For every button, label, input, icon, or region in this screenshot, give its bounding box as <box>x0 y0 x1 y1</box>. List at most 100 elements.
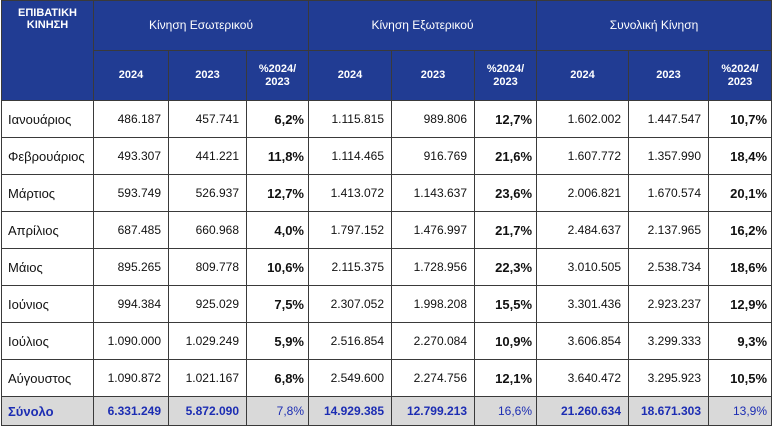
value-cell: 3.606.854 <box>536 322 630 360</box>
table-row: Αύγουστος 1.090.872 1.021.167 6,8% 2.549.600… <box>1 359 772 397</box>
value-cell: 2.006.821 <box>536 174 630 212</box>
value-cell: 925.029 <box>168 285 247 323</box>
row-label: Ιούλιος <box>1 322 94 360</box>
change-cell: 12,7% <box>473 100 538 138</box>
value-cell: 916.769 <box>391 137 475 175</box>
value-cell: 1.447.547 <box>628 100 710 138</box>
change-cell: 10,5% <box>708 359 772 397</box>
value-cell: 1.797.152 <box>308 211 392 249</box>
value-cell: 2.274.756 <box>391 359 475 397</box>
value-cell: 1.413.072 <box>308 174 392 212</box>
value-cell: 14.929.385 <box>308 396 392 426</box>
value-cell: 1.607.772 <box>536 137 630 175</box>
table-body: Ιανουάριος 486.187 457.741 6,2% 1.115.815 989… <box>1 100 772 426</box>
value-cell: 2.549.600 <box>308 359 392 397</box>
change-cell: 12,9% <box>708 285 772 323</box>
value-cell: 12.799.213 <box>391 396 475 426</box>
change-cell: 9,3% <box>708 322 772 360</box>
value-cell: 994.384 <box>93 285 169 323</box>
change-cell: 10,9% <box>473 322 538 360</box>
value-cell: 441.221 <box>168 137 247 175</box>
value-cell: 21.260.634 <box>536 396 630 426</box>
value-cell: 18.671.303 <box>628 396 710 426</box>
row-label: Απρίλιος <box>1 211 94 249</box>
value-cell: 5.872.090 <box>168 396 247 426</box>
value-cell: 3.299.333 <box>628 322 710 360</box>
value-cell: 2.923.237 <box>628 285 710 323</box>
change-cell: 12,1% <box>473 359 538 397</box>
change-cell: 13,9% <box>708 396 772 426</box>
change-cell: 21,6% <box>473 137 538 175</box>
change-cell: 7,8% <box>246 396 309 426</box>
col-header-international-2024: 2024 <box>308 50 392 101</box>
value-cell: 2.538.734 <box>628 248 710 286</box>
value-cell: 895.265 <box>93 248 169 286</box>
row-label: Φεβρουάριος <box>1 137 94 175</box>
value-cell: 1.115.815 <box>308 100 392 138</box>
row-label: Μάιος <box>1 248 94 286</box>
change-cell: 4,0% <box>246 211 309 249</box>
value-cell: 809.778 <box>168 248 247 286</box>
value-cell: 2.484.637 <box>536 211 630 249</box>
col-header-domestic-2023: 2023 <box>168 50 247 101</box>
value-cell: 1.602.002 <box>536 100 630 138</box>
value-cell: 1.476.997 <box>391 211 475 249</box>
change-cell: 10,6% <box>246 248 309 286</box>
col-header-total-change: %2024/ 2023 <box>708 50 772 101</box>
row-label: Ιανουάριος <box>1 100 94 138</box>
change-cell: 6,8% <box>246 359 309 397</box>
value-cell: 493.307 <box>93 137 169 175</box>
row-label: Σύνολο <box>1 396 94 426</box>
value-cell: 6.331.249 <box>93 396 169 426</box>
value-cell: 526.937 <box>168 174 247 212</box>
row-label: Ιούνιος <box>1 285 94 323</box>
value-cell: 989.806 <box>391 100 475 138</box>
value-cell: 1.090.872 <box>93 359 169 397</box>
group-header-international: Κίνηση Εξωτερικού <box>307 0 538 51</box>
value-cell: 660.968 <box>168 211 247 249</box>
value-cell: 1.998.208 <box>391 285 475 323</box>
value-cell: 3.640.472 <box>536 359 630 397</box>
value-cell: 1.114.465 <box>308 137 392 175</box>
value-cell: 1.357.990 <box>628 137 710 175</box>
table-row: Ιούνιος 994.384 925.029 7,5% 2.307.052 1.998.… <box>1 285 772 323</box>
value-cell: 457.741 <box>168 100 247 138</box>
table-row: Απρίλιος 687.485 660.968 4,0% 1.797.152 1.476… <box>1 211 772 249</box>
value-cell: 1.728.956 <box>391 248 475 286</box>
change-cell: 21,7% <box>473 211 538 249</box>
col-header-total-2023: 2023 <box>628 50 710 101</box>
corner-header: ΕΠΙΒΑΤΙΚΗ ΚΙΝΗΣΗ <box>1 0 94 101</box>
row-label: Μάρτιος <box>1 174 94 212</box>
change-cell: 16,6% <box>473 396 538 426</box>
value-cell: 2.115.375 <box>308 248 392 286</box>
change-cell: 18,6% <box>708 248 772 286</box>
group-header-total: Συνολική Κίνηση <box>536 0 772 51</box>
table-row: Μάρτιος 593.749 526.937 12,7% 1.413.072 1.143… <box>1 174 772 212</box>
value-cell: 2.137.965 <box>628 211 710 249</box>
change-cell: 10,7% <box>708 100 772 138</box>
value-cell: 1.021.167 <box>168 359 247 397</box>
row-label: Αύγουστος <box>1 359 94 397</box>
value-cell: 593.749 <box>93 174 169 212</box>
col-header-domestic-2024: 2024 <box>93 50 169 101</box>
table-row: Ιούλιος 1.090.000 1.029.249 5,9% 2.516.854 2.… <box>1 322 772 360</box>
change-cell: 11,8% <box>246 137 309 175</box>
total-row: Σύνολο 6.331.249 5.872.090 7,8% 14.929.385 12… <box>1 396 772 426</box>
value-cell: 3.295.923 <box>628 359 710 397</box>
change-cell: 22,3% <box>473 248 538 286</box>
value-cell: 2.307.052 <box>308 285 392 323</box>
col-header-total-2024: 2024 <box>536 50 630 101</box>
change-cell: 16,2% <box>708 211 772 249</box>
table-row: Ιανουάριος 486.187 457.741 6,2% 1.115.815 989… <box>1 100 772 138</box>
value-cell: 486.187 <box>93 100 169 138</box>
table-row: Φεβρουάριος 493.307 441.221 11,8% 1.114.465 9… <box>1 137 772 175</box>
value-cell: 3.301.436 <box>536 285 630 323</box>
change-cell: 5,9% <box>246 322 309 360</box>
change-cell: 12,7% <box>246 174 309 212</box>
change-cell: 20,1% <box>708 174 772 212</box>
value-cell: 687.485 <box>93 211 169 249</box>
value-cell: 1.090.000 <box>93 322 169 360</box>
value-cell: 1.029.249 <box>168 322 247 360</box>
value-cell: 1.670.574 <box>628 174 710 212</box>
